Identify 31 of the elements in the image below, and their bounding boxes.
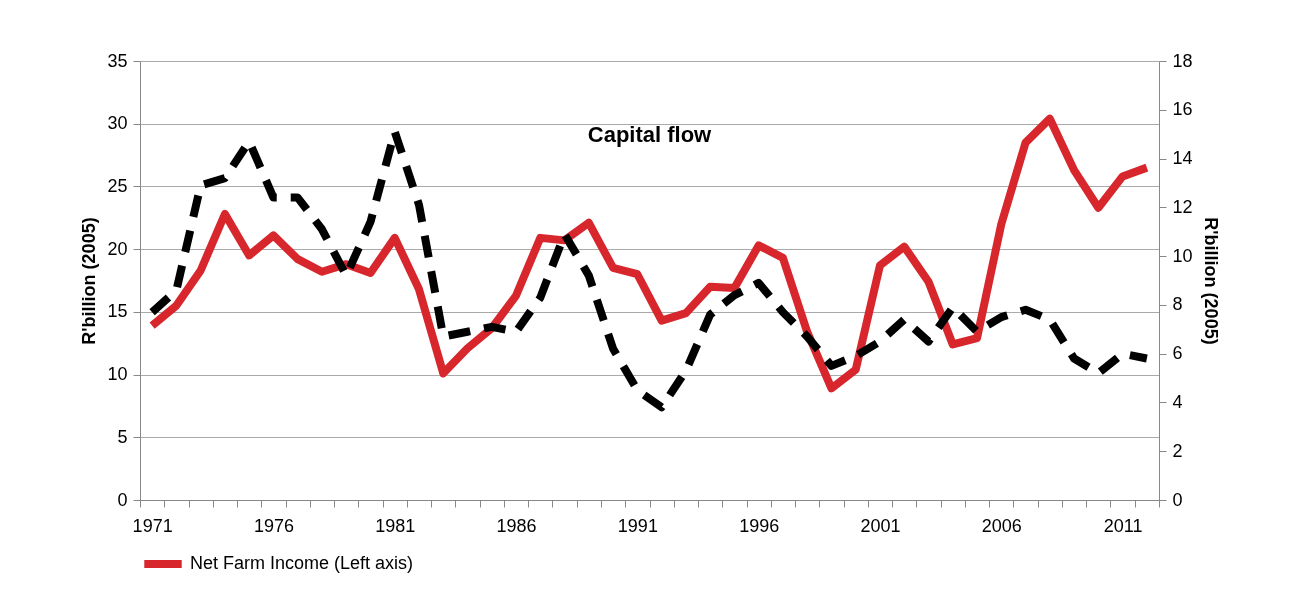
x-tick-label: 2011 [1103, 515, 1143, 536]
y2-tick-label: 0 [1172, 489, 1183, 510]
y-tick-label: 5 [117, 426, 128, 447]
legend-label: Net Farm Income (Left axis) [190, 553, 414, 573]
y-tick-label: 20 [107, 238, 128, 259]
y-tick-label: 15 [107, 301, 128, 322]
y2-tick-label: 8 [1172, 294, 1183, 315]
y-tick-label: 10 [107, 364, 128, 385]
y-tick-label: 0 [117, 489, 128, 510]
x-tick-label: 1976 [253, 515, 294, 536]
y2-axis-title: R'billion (2005) [1200, 217, 1221, 345]
y-tick-label: 30 [107, 113, 128, 134]
x-tick-label: 1991 [617, 515, 658, 536]
y2-tick-label: 4 [1172, 391, 1183, 412]
text: Capital flow [587, 122, 713, 147]
y-tick-label: 25 [107, 175, 128, 196]
y2-tick-label: 6 [1172, 343, 1183, 364]
y2-tick-label: 10 [1172, 245, 1193, 266]
y2-tick-label: 14 [1172, 148, 1193, 169]
x-tick-label: 1996 [739, 515, 780, 536]
x-tick-label: 2001 [860, 515, 901, 536]
x-tick-label: 1981 [375, 515, 416, 536]
x-tick-label: 1986 [496, 515, 537, 536]
y2-tick-label: 12 [1172, 196, 1193, 217]
x-tick-label: 1971 [132, 515, 173, 536]
y2-tick-label: 16 [1172, 99, 1193, 120]
y2-tick-label: 18 [1172, 50, 1193, 71]
y-tick-label: 35 [107, 50, 128, 71]
y2-tick-label: 2 [1172, 440, 1183, 461]
y-axis-title: R'billion (2005) [79, 217, 100, 345]
x-tick-label: 2006 [981, 515, 1022, 536]
